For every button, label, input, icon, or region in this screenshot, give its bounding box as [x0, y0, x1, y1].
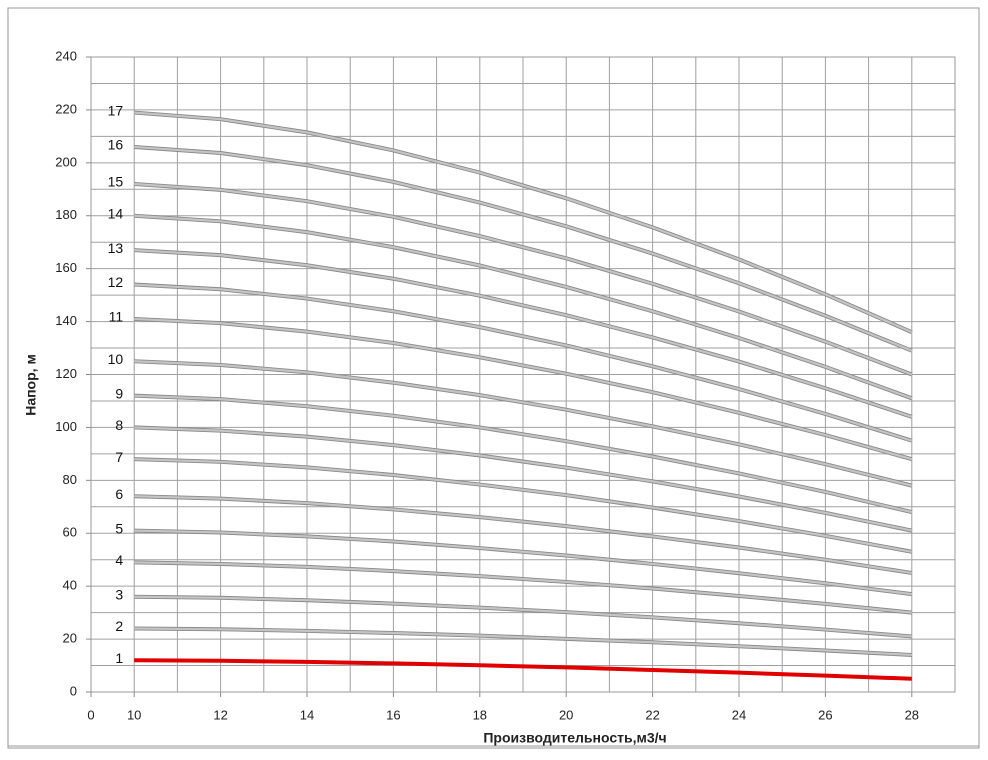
plot-border — [90, 56, 956, 693]
series-line — [134, 360, 913, 487]
series-label: 6 — [115, 486, 123, 502]
y-tick-label: 120 — [55, 366, 77, 381]
series-label: 17 — [108, 102, 124, 118]
series-label: 3 — [115, 586, 123, 602]
y-tick-label: 100 — [55, 419, 77, 434]
series-label: 13 — [108, 240, 124, 256]
x-tick-label: 12 — [213, 707, 227, 722]
series-line — [134, 394, 913, 514]
series-label: 12 — [108, 274, 124, 290]
x-tick-label: 18 — [473, 707, 487, 722]
y-axis-label: Напор, м — [23, 354, 39, 416]
series-line — [134, 111, 913, 334]
series-label: 15 — [108, 174, 124, 190]
series-line — [134, 317, 913, 461]
series-line — [134, 595, 912, 638]
x-tick-label: 22 — [645, 707, 659, 722]
y-tick-label: 80 — [63, 472, 77, 487]
y-tick-label: 40 — [63, 578, 77, 593]
x-tick-label: 28 — [905, 707, 919, 722]
series-label: 7 — [115, 449, 123, 465]
series-line — [134, 182, 913, 376]
series-line — [134, 561, 912, 614]
series-label: 8 — [115, 417, 123, 433]
y-tick-label: 0 — [70, 683, 77, 698]
y-tick-label: 240 — [55, 48, 77, 63]
series-label: 10 — [108, 351, 124, 367]
series-line — [134, 283, 913, 442]
y-tick-label: 220 — [55, 101, 77, 116]
series-line — [134, 495, 912, 575]
y-tick-label: 20 — [63, 631, 77, 646]
series-line — [134, 426, 913, 532]
series-label: 4 — [115, 552, 123, 568]
series-label: 16 — [108, 137, 124, 153]
series-line — [134, 458, 912, 553]
series-line — [134, 627, 912, 657]
series-label: 1 — [115, 650, 123, 666]
y-tick-label: 200 — [55, 154, 77, 169]
y-tick-label: 160 — [55, 260, 77, 275]
series-label: 14 — [108, 205, 124, 221]
x-axis-label: Производительность,м3/ч — [483, 730, 666, 746]
x-tick-label: 20 — [559, 707, 573, 722]
series-line — [134, 214, 913, 400]
x-tick-label: 10 — [127, 707, 141, 722]
series-label: 2 — [115, 618, 123, 634]
x-tick-label: 16 — [386, 707, 400, 722]
y-tick-label: 60 — [63, 525, 77, 540]
x-tick-label: 0 — [87, 707, 94, 722]
chart-frame — [7, 7, 980, 749]
series-label: 9 — [115, 385, 123, 401]
y-tick-label: 140 — [55, 313, 77, 328]
y-tick-label: 180 — [55, 207, 77, 222]
series-line — [134, 658, 912, 681]
series-line — [134, 529, 912, 596]
x-tick-label: 14 — [300, 707, 314, 722]
series-label: 5 — [115, 520, 123, 536]
x-tick-label: 26 — [818, 707, 832, 722]
x-tick-label: 24 — [732, 707, 746, 722]
series-line — [134, 249, 913, 418]
series-line — [134, 145, 913, 352]
series-label: 11 — [109, 309, 124, 325]
